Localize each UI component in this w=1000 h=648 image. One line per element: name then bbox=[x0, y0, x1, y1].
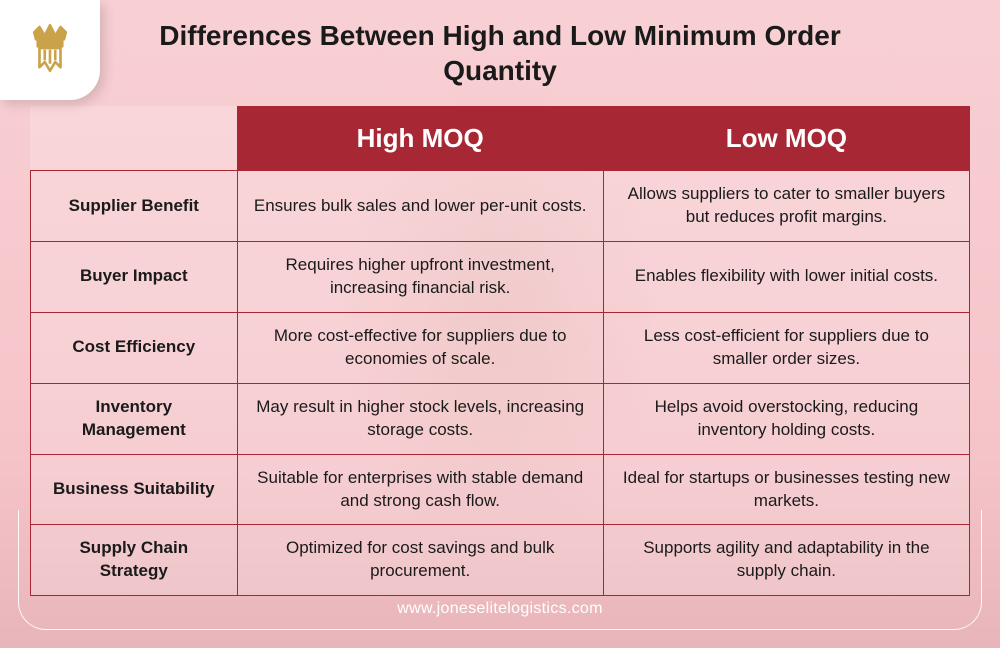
logo-badge bbox=[0, 0, 100, 100]
table-row: Supplier Benefit Ensures bulk sales and … bbox=[31, 171, 970, 242]
table-header-row: High MOQ Low MOQ bbox=[31, 107, 970, 171]
col-header-low: Low MOQ bbox=[603, 107, 969, 171]
cell-low: Allows suppliers to cater to smaller buy… bbox=[603, 171, 969, 242]
row-label: Business Suitability bbox=[31, 454, 238, 525]
cell-low: Enables flexibility with lower initial c… bbox=[603, 241, 969, 312]
cell-low: Supports agility and adaptability in the… bbox=[603, 525, 969, 596]
header-empty bbox=[31, 107, 238, 171]
cell-high: Suitable for enterprises with stable dem… bbox=[237, 454, 603, 525]
comparison-table: High MOQ Low MOQ Supplier Benefit Ensure… bbox=[30, 106, 970, 596]
table-row: Buyer Impact Requires higher upfront inv… bbox=[31, 241, 970, 312]
row-label: Inventory Management bbox=[31, 383, 238, 454]
cell-high: Optimized for cost savings and bulk proc… bbox=[237, 525, 603, 596]
row-label: Supplier Benefit bbox=[31, 171, 238, 242]
cell-high: Ensures bulk sales and lower per-unit co… bbox=[237, 171, 603, 242]
cell-high: More cost-effective for suppliers due to… bbox=[237, 312, 603, 383]
row-label: Supply Chain Strategy bbox=[31, 525, 238, 596]
cell-low: Ideal for startups or businesses testing… bbox=[603, 454, 969, 525]
cell-low: Less cost-efficient for suppliers due to… bbox=[603, 312, 969, 383]
comparison-table-wrap: High MOQ Low MOQ Supplier Benefit Ensure… bbox=[30, 106, 970, 596]
row-label: Cost Efficiency bbox=[31, 312, 238, 383]
table-row: Cost Efficiency More cost-effective for … bbox=[31, 312, 970, 383]
page-title: Differences Between High and Low Minimum… bbox=[0, 0, 1000, 102]
table-row: Inventory Management May result in highe… bbox=[31, 383, 970, 454]
table-row: Business Suitability Suitable for enterp… bbox=[31, 454, 970, 525]
cell-low: Helps avoid overstocking, reducing inven… bbox=[603, 383, 969, 454]
row-label: Buyer Impact bbox=[31, 241, 238, 312]
footer-url: www.joneselitelogistics.com bbox=[0, 600, 1000, 618]
cell-high: May result in higher stock levels, incre… bbox=[237, 383, 603, 454]
table-row: Supply Chain Strategy Optimized for cost… bbox=[31, 525, 970, 596]
crown-lion-logo-icon bbox=[22, 20, 78, 81]
col-header-high: High MOQ bbox=[237, 107, 603, 171]
cell-high: Requires higher upfront investment, incr… bbox=[237, 241, 603, 312]
